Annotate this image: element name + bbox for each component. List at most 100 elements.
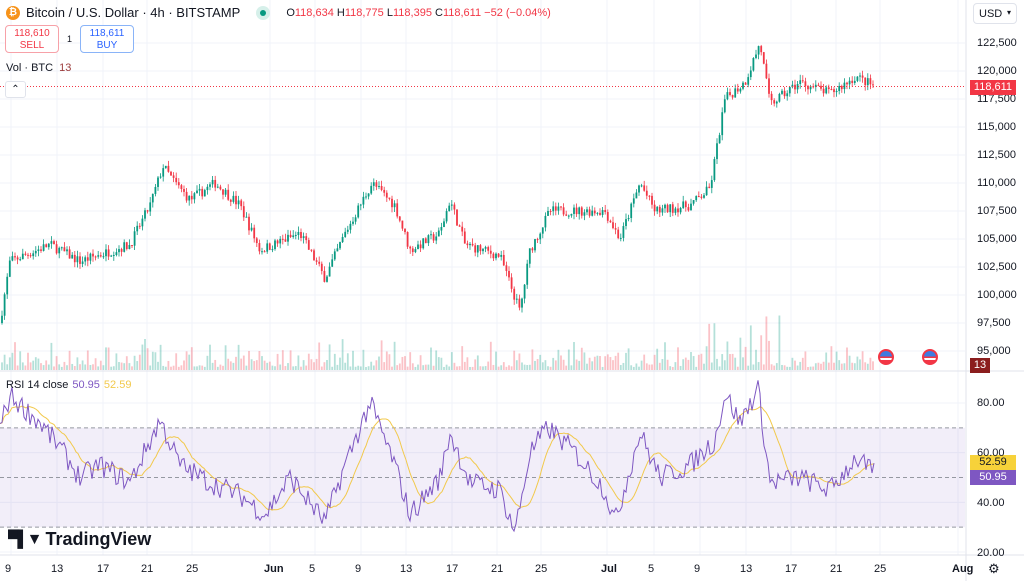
volume-bar	[313, 362, 315, 370]
candle-body	[765, 63, 768, 79]
candle-body	[313, 250, 315, 261]
us-event-flag-icon[interactable]	[878, 349, 894, 365]
currency-select[interactable]: USD ▾	[973, 3, 1017, 24]
volume-bar	[627, 348, 630, 370]
volume-bar	[128, 363, 131, 370]
candle-body	[557, 206, 560, 211]
volume-bar	[578, 360, 581, 370]
candle-body	[440, 227, 443, 231]
volume-bar	[632, 366, 635, 370]
candle-body	[92, 253, 94, 257]
rsi-value-tag: 50.95	[970, 470, 1016, 485]
time-axis-label: 17	[785, 563, 798, 575]
volume-bar	[32, 360, 35, 370]
candle-body	[791, 84, 794, 88]
volume-bar	[593, 356, 596, 370]
volume-bar	[344, 362, 347, 370]
candle-body	[495, 253, 497, 259]
candle-body	[227, 189, 230, 200]
candle-body	[331, 259, 334, 267]
volume-bar	[729, 354, 731, 370]
volume-bar	[617, 352, 620, 370]
candle-body	[222, 189, 224, 195]
volume-bar	[788, 366, 791, 370]
volume-bar	[710, 362, 713, 370]
candle-body	[679, 207, 682, 213]
volume-bar	[755, 349, 757, 370]
candle-body	[47, 243, 50, 248]
candle-body	[869, 78, 872, 85]
market-status-icon[interactable]	[256, 5, 271, 20]
volume-bar	[648, 364, 651, 370]
candle-body	[196, 190, 198, 194]
symbol-header: ₿ Bitcoin / U.S. Dollar · 4h · BITSTAMP …	[6, 5, 551, 20]
volume-bar	[164, 366, 167, 370]
candle-body	[8, 260, 11, 277]
candle-body	[648, 195, 651, 197]
candle-body	[411, 248, 414, 253]
volume-bar	[786, 366, 789, 370]
volume-bar	[661, 359, 664, 370]
collapse-legend-button[interactable]: ⌃	[5, 81, 26, 98]
candle-body	[99, 255, 102, 257]
volume-bar	[747, 365, 750, 370]
volume-bar	[102, 365, 105, 370]
candle-body	[175, 177, 178, 183]
time-axis-label: 25	[535, 563, 548, 575]
volume-bar	[250, 359, 253, 370]
volume-bar	[154, 352, 157, 370]
volume-bar	[157, 361, 159, 370]
candle-body	[749, 70, 752, 78]
volume-bar	[549, 366, 552, 370]
price-axis-label: 105,000	[977, 233, 1017, 245]
candle-body	[209, 184, 211, 187]
volume-bar	[778, 315, 781, 370]
candle-body	[604, 210, 607, 213]
volume-bar	[799, 361, 802, 370]
candle-body	[141, 218, 144, 227]
volume-bar	[752, 364, 755, 370]
candle-body	[81, 261, 84, 264]
volume-bar	[807, 366, 809, 370]
symbol-title[interactable]: Bitcoin / U.S. Dollar · 4h · BITSTAMP	[26, 5, 241, 20]
tradingview-logo-icon: ▀▌▼	[8, 530, 42, 548]
sell-button[interactable]: 118,610 SELL	[5, 25, 59, 53]
buy-button[interactable]: 118,611 BUY	[80, 25, 135, 53]
volume-bar	[362, 349, 365, 370]
volume-bar	[89, 364, 92, 370]
candle-body	[263, 251, 266, 253]
candle-body	[456, 209, 458, 226]
candle-body	[814, 84, 817, 87]
rsi-axis-label: 80.00	[977, 397, 1005, 409]
candle-body	[86, 257, 89, 261]
candle-body	[718, 135, 721, 144]
candle-body	[531, 248, 534, 251]
volume-bar	[206, 355, 209, 370]
volume-bar	[656, 348, 659, 370]
volume-bar	[320, 366, 323, 370]
candle-body	[846, 82, 848, 85]
candle-body	[284, 239, 287, 242]
volume-bar	[508, 365, 510, 370]
settings-icon[interactable]: ⚙	[988, 561, 1000, 576]
candle-body	[640, 185, 643, 187]
candle-body	[315, 260, 318, 262]
volume-bar	[723, 360, 726, 370]
time-axis-label: Jun	[264, 563, 284, 575]
candle-body	[1, 315, 3, 323]
us-event-flag-icon[interactable]	[922, 349, 938, 365]
volume-bar	[458, 366, 461, 370]
candle-body	[151, 193, 154, 203]
volume-bar	[328, 344, 331, 370]
candle-body	[34, 250, 37, 254]
candle-body	[664, 204, 666, 209]
candle-body	[128, 244, 131, 249]
volume-bar	[708, 323, 711, 370]
candle-body	[203, 190, 206, 197]
volume-bar	[471, 366, 474, 370]
candle-body	[622, 226, 625, 238]
tradingview-logo[interactable]: ▀▌▼ TradingView	[8, 529, 152, 549]
candle-body	[323, 270, 326, 282]
volume-bar	[58, 364, 61, 370]
